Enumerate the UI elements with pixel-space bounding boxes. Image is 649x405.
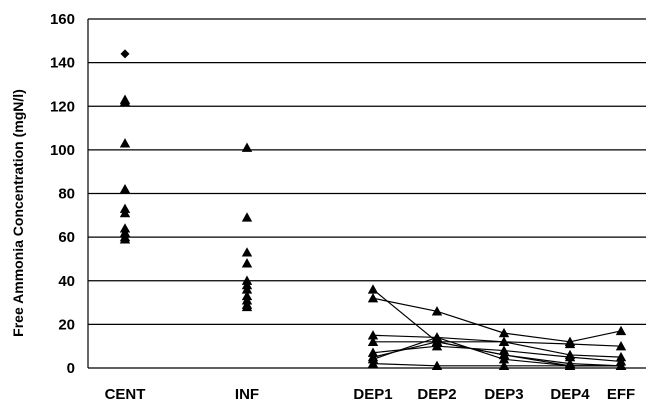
- data-point: [241, 247, 253, 257]
- x-tick-label: DEP2: [417, 386, 456, 403]
- y-tick-label: 60: [58, 229, 75, 246]
- series-lines: [372, 289, 622, 367]
- data-point: [119, 138, 131, 148]
- y-tick-label: 100: [50, 142, 75, 159]
- y-tick-label: 80: [58, 186, 75, 203]
- y-tick-label: 20: [58, 316, 75, 333]
- series-line: [372, 341, 622, 367]
- data-point: [241, 212, 253, 222]
- data-point: [241, 142, 253, 152]
- data-point: [431, 332, 443, 342]
- x-tick-label: DEP1: [353, 386, 392, 403]
- gridlines: [87, 18, 646, 369]
- data-point: [564, 338, 576, 349]
- data-point: [367, 293, 379, 303]
- y-tick-label: 140: [50, 55, 75, 72]
- y-tick-label: 0: [67, 360, 75, 377]
- data-point: [241, 301, 253, 312]
- data-points: [119, 49, 627, 370]
- data-point: [119, 234, 131, 244]
- x-tick-label: DEP4: [550, 386, 590, 403]
- data-point: [431, 306, 443, 316]
- y-tick-label: 120: [50, 98, 75, 115]
- x-tick-label: EFF: [607, 386, 635, 403]
- x-axis-ticks: CENT INF DEP1 DEP2 DEP3 DEP4 EFF: [105, 386, 636, 403]
- data-point: [431, 360, 443, 370]
- x-tick-label: DEP3: [484, 386, 523, 403]
- data-point: [367, 330, 379, 340]
- x-tick-label: CENT: [105, 386, 146, 403]
- data-point: [367, 284, 379, 294]
- data-point: [498, 327, 510, 338]
- data-point: [119, 183, 131, 194]
- data-point: [241, 284, 253, 294]
- x-tick-label: INF: [235, 386, 259, 403]
- data-point: [119, 207, 131, 218]
- data-point: [564, 351, 576, 362]
- data-point: [119, 96, 131, 107]
- y-tick-label: 40: [58, 273, 75, 290]
- y-axis-label: Free Ammonia Concentration (mgN/l): [10, 89, 26, 337]
- series-line: [372, 289, 621, 367]
- data-point: [615, 360, 627, 370]
- y-axis-ticks: 0 20 40 60 80 100 120 140 160: [50, 11, 75, 377]
- data-point: [241, 258, 253, 268]
- series-line: [372, 334, 622, 347]
- data-point: [564, 360, 576, 370]
- data-point: [615, 325, 627, 336]
- data-point: [498, 336, 510, 346]
- data-point: [367, 358, 379, 368]
- data-point: [120, 49, 130, 59]
- y-tick-label: 160: [50, 11, 75, 28]
- data-point: [498, 360, 510, 370]
- data-point: [615, 340, 627, 351]
- data-point: [498, 354, 510, 364]
- data-point: [367, 336, 379, 346]
